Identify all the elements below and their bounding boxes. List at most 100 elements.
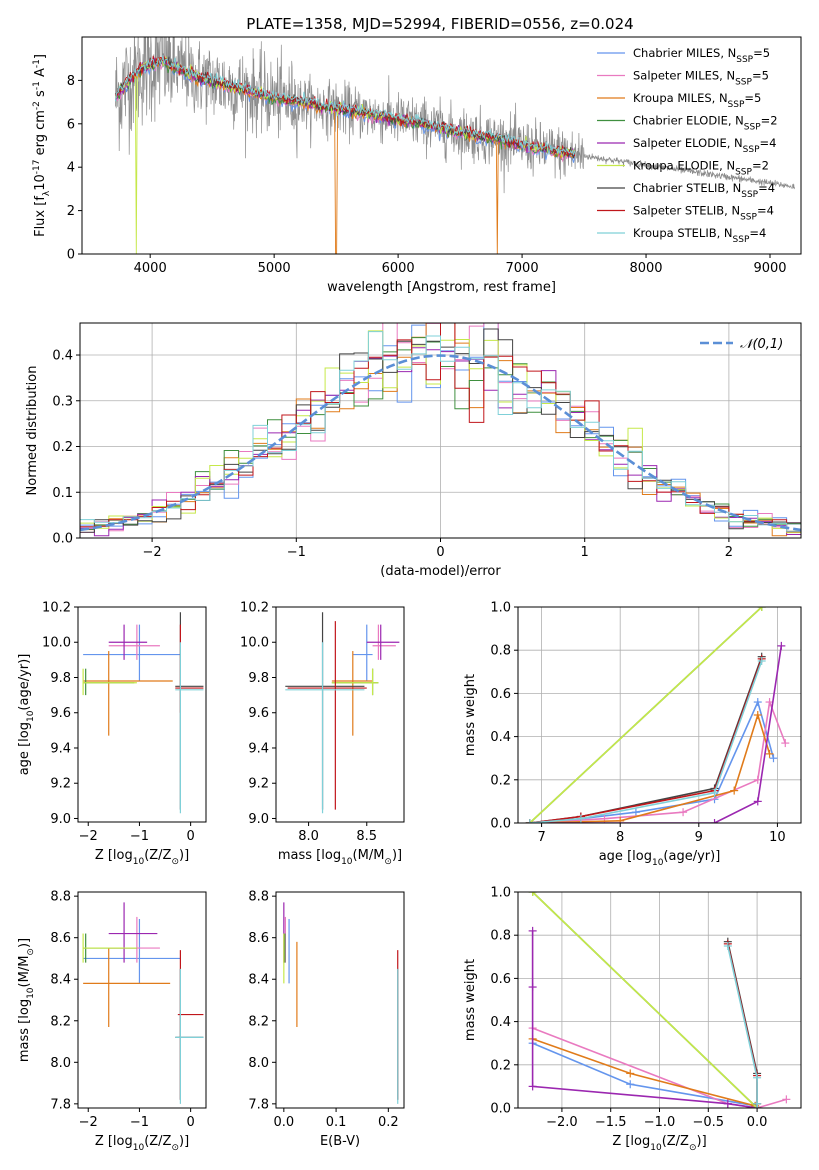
- y-axis-label: Normed distribution: [25, 366, 40, 496]
- label-segment: (Z/Z: [144, 848, 171, 863]
- panel-mass_vs_Z: −2 −1 07.88.08.28.48.68.8Z [log10(Z/Z⊙)]ma…: [17, 890, 207, 1153]
- x-tick-label: 0: [186, 1115, 194, 1130]
- y-tick-label: 0.2: [52, 440, 73, 455]
- axes-frame: [517, 606, 802, 824]
- x-tick-label: −1.5: [595, 1115, 627, 1130]
- y-tick-label: 0.1: [52, 486, 73, 501]
- y-tick-label: 8.2: [248, 1014, 269, 1029]
- panel-age_vs_mass: 8.0 8.5 9.0 9.2 9.4 9.6 9.8 10.0 10.2 mass [log10…: [240, 601, 405, 867]
- model-spectrum-kroupa-stelib: [115, 55, 576, 155]
- plot-area: [283, 902, 399, 1104]
- subscript: 10: [133, 857, 145, 867]
- y-tick-label: 7.8: [50, 1097, 71, 1112]
- y-tick-label: 8.0: [248, 1056, 269, 1071]
- x-tick-label: 4000: [134, 261, 167, 276]
- subscript: 10: [26, 710, 36, 722]
- subscript: SSP: [741, 190, 758, 200]
- y-tick-label: 0: [67, 248, 75, 263]
- y-tick-label: 10.2: [240, 601, 269, 616]
- y-tick-label: 8.4: [248, 973, 269, 988]
- x-axis-label: Z [log10(Z/Z⊙)]: [95, 848, 189, 867]
- x-tick-label: 0.2: [378, 1115, 399, 1130]
- label-segment: mass weight: [463, 674, 478, 756]
- y-axis-label: mass [log10(M/M⊙)]: [17, 938, 36, 1062]
- y-tick-label: 0.4: [490, 730, 511, 745]
- y-axis-label: mass weight: [463, 674, 478, 756]
- panel-age_vs_Z: −2 −1 09.09.29.49.69.810.010.2Z [log10(Z/Z…: [17, 601, 207, 867]
- label-segment: Chabrier STELIB, N: [633, 181, 741, 195]
- x-axis-label: (data-model)/error: [380, 564, 501, 579]
- label-segment: Salpeter STELIB, N: [633, 204, 740, 218]
- label-segment: =5: [744, 91, 761, 105]
- y-tick-label: 9.8: [50, 671, 71, 686]
- y-tick-label: 9.6: [248, 706, 269, 721]
- y-tick-label: 8.2: [50, 1014, 71, 1029]
- label-segment: A: [33, 68, 48, 81]
- y-tick-label: 9.2: [50, 777, 71, 792]
- x-tick-label: 8.0: [298, 829, 319, 844]
- y-tick-label: 1.0: [490, 886, 511, 901]
- label-segment: )]: [17, 938, 32, 948]
- panel-spectrum: 4000 5000 6000 7000 8000 9000 0 2 4 6 8 wavelength …: [32, 36, 802, 295]
- label-segment: 𝒩(0,1): [740, 337, 783, 352]
- superscript: -17: [32, 160, 42, 175]
- weight-line-salpeter-elodie: [529, 645, 783, 823]
- superscript: -1: [32, 59, 42, 68]
- label-segment: Normed distribution: [25, 366, 40, 496]
- x-tick-label: 9: [695, 830, 703, 845]
- legend-label: 𝒩(0,1): [740, 337, 783, 352]
- subscript: SSP: [744, 123, 761, 133]
- x-tick-label: 1: [581, 545, 589, 560]
- label-segment: Z [log: [95, 848, 133, 863]
- x-tick-label: 0.1: [326, 1115, 347, 1130]
- subscript: 10: [133, 1143, 145, 1153]
- y-tick-label: 6: [67, 117, 75, 132]
- axes-frame: [77, 606, 207, 823]
- label-segment: s: [33, 90, 48, 101]
- plot-area: [82, 902, 204, 1104]
- weight-line-salpeter-stelib: [529, 658, 763, 823]
- y-tick-label: 9.8: [248, 671, 269, 686]
- weight-line-kroupa-stelib: [529, 660, 763, 823]
- label-segment: mass [log: [278, 848, 341, 863]
- y-tick-label: 2: [67, 204, 75, 219]
- x-tick-label: −1: [130, 829, 149, 844]
- subscript: 10: [341, 857, 353, 867]
- subscript: SSP: [735, 168, 752, 178]
- superscript: -2: [32, 101, 42, 110]
- label-segment: Chabrier MILES, N: [633, 46, 736, 60]
- y-tick-label: 8.4: [50, 973, 71, 988]
- x-tick-label: 7: [537, 830, 545, 845]
- weight-line-salpeter-miles: [529, 698, 787, 823]
- x-tick-label: −2.0: [546, 1115, 578, 1130]
- y-tick-label: 8.8: [248, 890, 269, 905]
- label-segment: wavelength [Angstrom, rest frame]: [327, 280, 556, 295]
- label-segment: (M/M: [353, 848, 385, 863]
- subscript: 10: [652, 858, 664, 868]
- label-segment: Salpeter ELODIE, N: [633, 136, 743, 150]
- label-segment: E(B-V): [320, 1134, 360, 1149]
- subscript: SSP: [740, 213, 757, 223]
- y-tick-label: 0.0: [490, 1102, 511, 1117]
- x-tick-label: 8: [616, 830, 624, 845]
- label-segment: ]: [33, 54, 48, 59]
- axes-frame: [275, 606, 405, 823]
- y-tick-label: 8.6: [50, 931, 71, 946]
- plot-area: [115, 37, 795, 254]
- label-segment: (Z/Z: [662, 1134, 689, 1149]
- y-tick-label: 8: [67, 74, 75, 89]
- label-segment: Salpeter MILES, N: [633, 69, 735, 83]
- y-tick-label: 9.4: [50, 741, 71, 756]
- legend-label: Salpeter ELODIE, NSSP=4: [633, 136, 776, 155]
- label-segment: =4: [749, 226, 766, 240]
- subscript: ⊙: [384, 857, 392, 867]
- legend-label: Chabrier MILES, NSSP=5: [633, 46, 770, 65]
- weight-line-chabrier-stelib: [529, 656, 763, 823]
- histogram-kroupa-miles: [80, 323, 801, 537]
- x-tick-label: −2: [79, 829, 98, 844]
- y-tick-label: 10.0: [42, 636, 71, 651]
- label-segment: Chabrier ELODIE, N: [633, 114, 744, 128]
- panel-mass_weight_vs_Z: −2.0 −1.5 −1.0 −0.5 0.0 0.0 0.2 0.4 0.6 0.8 1.0 Z […: [463, 886, 802, 1153]
- weight-line-salpeter-elodie: [531, 930, 758, 1108]
